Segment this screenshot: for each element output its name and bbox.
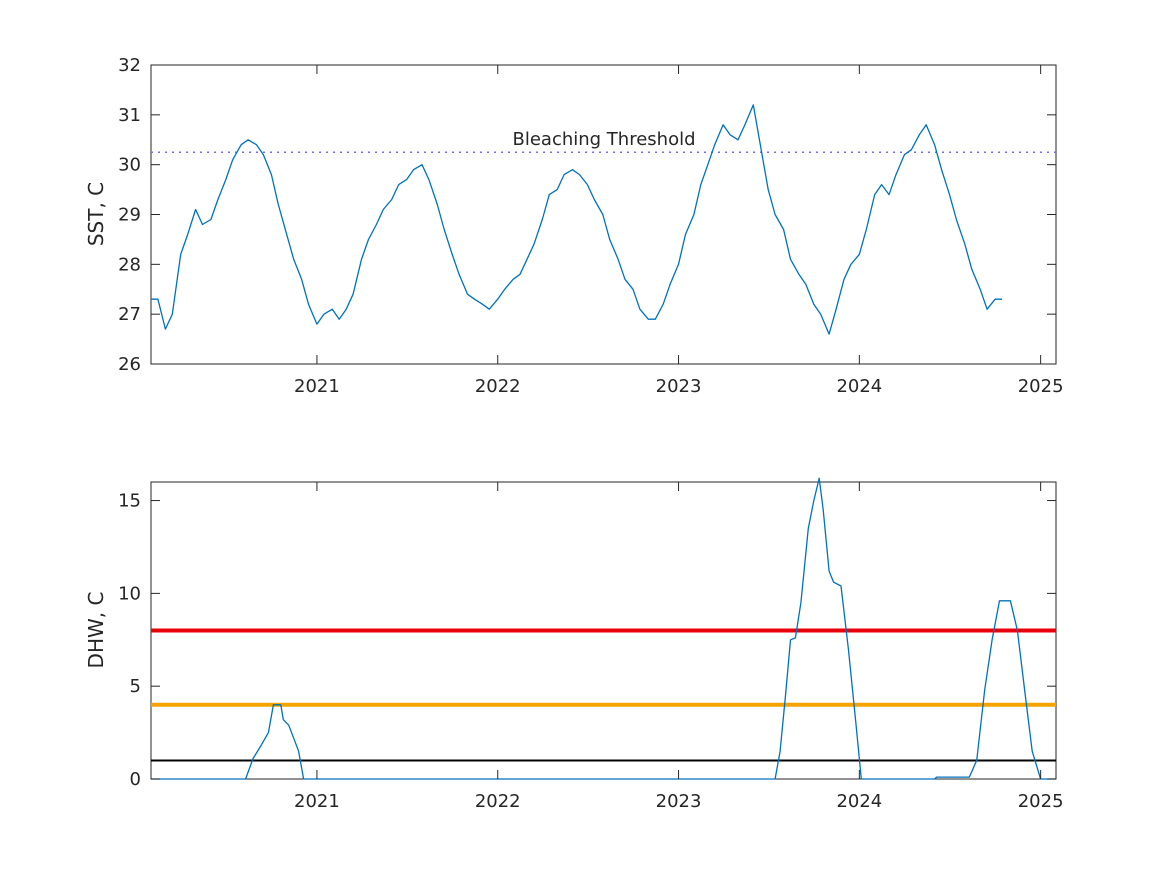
sst-y-tick-label: 28	[118, 254, 141, 275]
bleaching-threshold-label: Bleaching Threshold	[512, 129, 695, 150]
dhw-x-tick-label: 2022	[475, 791, 521, 812]
dhw-x-tick-label: 2021	[294, 791, 340, 812]
dhw-series-line	[151, 477, 1056, 780]
sst-y-tick-label: 27	[118, 304, 141, 325]
dhw-y-tick-label: 10	[118, 583, 141, 604]
sst-axes: 26 27 28 29 30 31 32 2021 2022 2023 2024 2025 Bleac…	[84, 55, 1064, 397]
sst-y-tick-label: 26	[118, 354, 141, 375]
sst-y-tick-label: 29	[118, 205, 141, 226]
dhw-y-axis-label: DHW, C	[84, 592, 108, 669]
dhw-x-tick-label: 2024	[836, 791, 882, 812]
sst-y-tick-label: 31	[118, 105, 141, 126]
sst-x-tick-label: 2022	[475, 376, 521, 397]
sst-x-tick-label: 2024	[836, 376, 882, 397]
sst-y-tick-label: 30	[118, 155, 141, 176]
sst-x-tick-label: 2021	[294, 376, 340, 397]
sst-x-tick-label: 2023	[656, 376, 702, 397]
dhw-x-tick-label: 2025	[1018, 791, 1064, 812]
sst-y-axis-label: SST, C	[84, 182, 108, 246]
dhw-y-tick-label: 5	[130, 676, 141, 697]
dhw-y-tick-label: 15	[118, 491, 141, 512]
sst-series-line	[151, 104, 1002, 335]
dhw-axes: 0 5 10 15 2021 2022 2023 2024 2025 DHW, C	[84, 477, 1064, 812]
sst-y-tick-label: 32	[118, 55, 141, 76]
dhw-x-tick-label: 2023	[656, 791, 702, 812]
dhw-y-tick-label: 0	[130, 769, 141, 790]
sst-axes-box	[150, 64, 1057, 365]
sst-x-tick-label: 2025	[1018, 376, 1064, 397]
